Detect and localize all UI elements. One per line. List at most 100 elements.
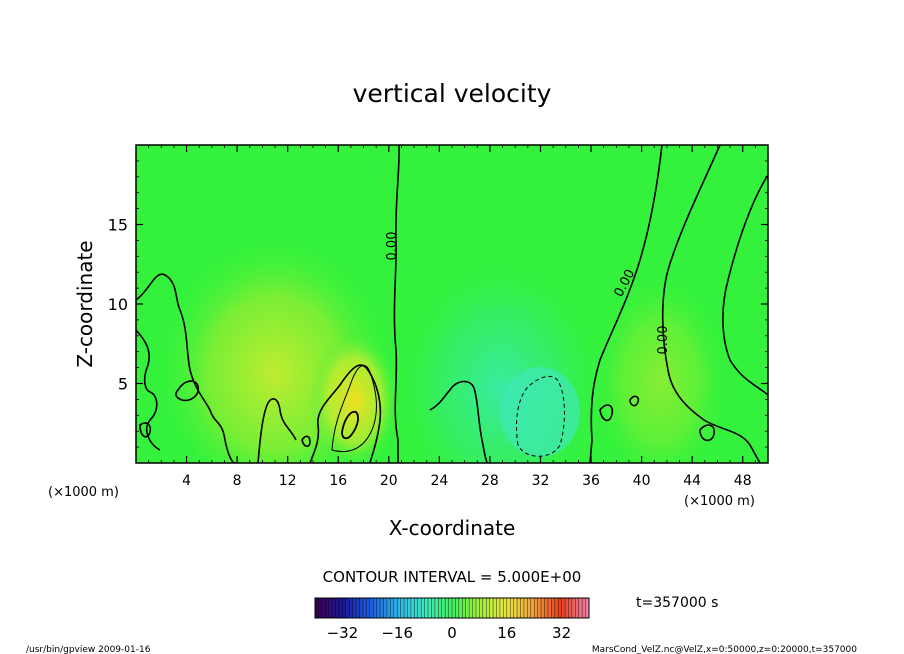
colorbar-segment <box>578 598 583 618</box>
x-tick-label: 40 <box>633 473 651 489</box>
chart-title: vertical velocity <box>353 79 552 108</box>
contour-line-zero-5 <box>136 273 236 463</box>
footer-left: /usr/bin/gpview 2009-01-16 <box>26 645 151 654</box>
colorbar-segment <box>366 598 371 618</box>
contour-closed-1 <box>175 380 200 402</box>
y-tick-label: 15 <box>108 216 128 235</box>
colorbar-segment <box>448 598 453 618</box>
colorbar-segment <box>431 598 436 618</box>
contour-line-zero-8 <box>309 364 382 463</box>
x-unit-left: (×1000 m) <box>48 485 119 500</box>
colorbar-segment <box>527 598 532 618</box>
y-axis-ticks: 5 10 15 <box>108 160 768 448</box>
colorbar-segment <box>582 598 587 618</box>
x-tick-label: 48 <box>734 473 752 489</box>
colorbar-segment <box>544 598 549 618</box>
colorbar-segment <box>349 598 354 618</box>
colorbar-segment <box>352 598 357 618</box>
colorbar-segment <box>338 598 343 618</box>
y-tick-label: 5 <box>118 375 128 394</box>
contour-line-zero-1 <box>393 145 400 463</box>
colorbar-segment <box>561 598 566 618</box>
x-tick-label: 32 <box>532 473 550 489</box>
positive-region-east <box>590 250 730 463</box>
contour-label-1: 0.00 <box>385 232 400 261</box>
colorbar-segment <box>558 598 563 618</box>
x-axis-label: X-coordinate <box>389 516 516 540</box>
colorbar-segment <box>452 598 456 618</box>
positive-core <box>310 330 400 463</box>
contour-negative-5 <box>516 375 565 457</box>
contour-closed-5 <box>699 424 716 442</box>
colorbar-segment <box>342 598 347 618</box>
contour-positive-10 <box>341 410 359 440</box>
colorbar-segment <box>499 598 504 618</box>
colorbar-segment <box>541 598 545 618</box>
x-axis-ticks: 4 8 12 16 20 24 28 32 36 40 44 48 <box>148 145 756 489</box>
colorbar-segment <box>445 598 450 618</box>
colorbar-segment <box>400 598 405 618</box>
x-tick-label: 28 <box>481 473 499 489</box>
footer-right: MarsCond_VelZ.nc@VelZ,x=0:50000,z=0:2000… <box>592 645 857 654</box>
colorbar-segment <box>428 598 432 618</box>
time-label: t=357000 s <box>636 595 718 611</box>
colorbar-segment <box>503 598 508 618</box>
colorbar-segment <box>362 598 367 618</box>
x-tick-label: 4 <box>182 473 191 489</box>
colorbar-segment <box>462 598 467 618</box>
contour-closed-2 <box>301 435 311 448</box>
contour-line-zero-9 <box>429 380 489 463</box>
colorbar-segment <box>335 598 340 618</box>
colorbar-segment <box>469 598 474 618</box>
colorbar <box>314 598 590 618</box>
colorbar-segment <box>410 598 415 618</box>
colorbar-segment <box>328 598 333 618</box>
colorbar-tick-label: 16 <box>497 624 516 642</box>
contour-interval-text: CONTOUR INTERVAL = 5.000E+00 <box>323 568 582 586</box>
x-tick-label: 16 <box>329 473 347 489</box>
x-tick-label: 24 <box>430 473 448 489</box>
colorbar-segment <box>356 598 361 618</box>
colorbar-segment <box>376 598 381 618</box>
colorbar-segment <box>571 598 576 618</box>
contour-lines-positive <box>331 364 377 453</box>
colorbar-segment <box>414 598 419 618</box>
contour-line-zero-6 <box>136 329 161 451</box>
colorbar-segment <box>383 598 388 618</box>
colorbar-segment <box>530 598 535 618</box>
colorbar-segment <box>547 598 552 618</box>
negative-region <box>390 220 610 463</box>
colorbar-segment <box>421 598 426 618</box>
contour-line-zero-7 <box>257 398 297 463</box>
colorbar-segment <box>551 598 556 618</box>
contour-label-3: 0.00 <box>656 326 671 355</box>
colorbar-segment <box>537 598 542 618</box>
contour-lines-negative <box>516 375 565 457</box>
colorbar-segment <box>568 598 573 618</box>
y-axis-label: Z-coordinate <box>73 240 97 367</box>
colorbar-tick-label: −32 <box>327 624 359 642</box>
colorbar-segment <box>386 598 391 618</box>
colorbar-segment <box>321 598 326 618</box>
colorbar-segment <box>345 598 350 618</box>
colorbar-segment <box>517 598 521 618</box>
contour-line-zero-2 <box>589 145 663 463</box>
colorbar-segment <box>534 598 539 618</box>
colorbar-segment <box>489 598 494 618</box>
contour-positive-5 <box>331 364 377 453</box>
x-tick-label: 44 <box>683 473 701 489</box>
colorbar-segment <box>373 598 378 618</box>
colorbar-segment <box>510 598 515 618</box>
colorbar-segment <box>575 598 580 618</box>
contour-line-zero-3 <box>722 174 768 396</box>
colorbar-ticks: −32 −16 0 16 32 <box>327 624 572 642</box>
colorbar-segment <box>318 598 323 618</box>
colorbar-segment <box>554 598 559 618</box>
colorbar-segment <box>486 598 491 618</box>
colorbar-segment <box>520 598 525 618</box>
colorbar-segment <box>475 598 480 618</box>
colorbar-segment <box>479 598 484 618</box>
colorbar-segment <box>513 598 518 618</box>
colorbar-segment <box>472 598 477 618</box>
colorbar-segment <box>455 598 460 618</box>
